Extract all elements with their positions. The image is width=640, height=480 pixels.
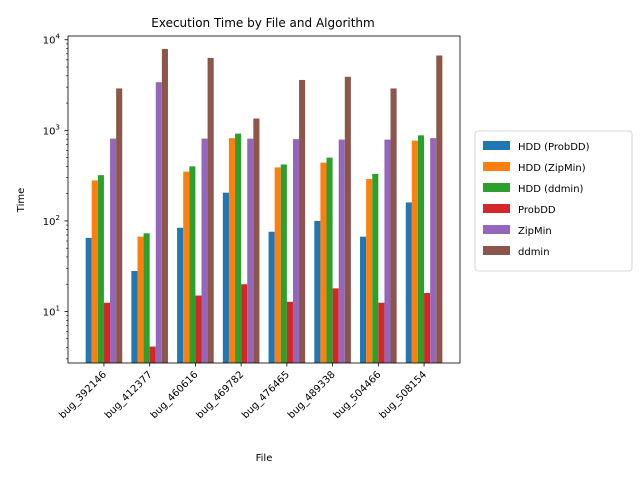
legend-swatch xyxy=(483,204,510,213)
legend: HDD (ProbDD) HDD (ZipMin) HDD (ddmin) ProbD… xyxy=(474,130,633,272)
x-tick-label: bug_508154 xyxy=(377,369,429,421)
bar xyxy=(430,138,437,363)
bar xyxy=(228,138,236,363)
bar xyxy=(137,236,144,363)
y-tick-label: 102 xyxy=(43,214,60,228)
bar xyxy=(384,139,391,363)
legend-swatch xyxy=(483,225,510,234)
bar xyxy=(292,139,300,363)
bar xyxy=(390,88,397,363)
y-tick-label: 104 xyxy=(43,33,61,47)
bar xyxy=(91,180,98,363)
bar xyxy=(378,302,385,363)
x-axis-title: File xyxy=(256,453,273,464)
y-axis-title: Time xyxy=(16,188,27,213)
bar xyxy=(110,138,117,363)
bar xyxy=(116,88,123,363)
bar xyxy=(149,346,156,363)
bar xyxy=(314,220,321,363)
legend-swatch xyxy=(483,162,510,171)
bar xyxy=(177,227,184,363)
legend-frame xyxy=(474,130,633,272)
x-tick-label: bug_504466 xyxy=(332,369,384,421)
bar xyxy=(183,171,190,363)
bar xyxy=(286,301,293,363)
legend-label: HDD (ProbDD) xyxy=(518,142,590,153)
bar xyxy=(161,49,168,363)
bar xyxy=(195,295,202,363)
legend-label: ZipMin xyxy=(518,226,552,237)
bar xyxy=(189,166,196,363)
plot-frame xyxy=(67,35,461,364)
bar xyxy=(241,284,248,363)
bar xyxy=(405,202,412,363)
x-tick-label: bug_489338 xyxy=(286,369,338,421)
bar xyxy=(97,175,104,363)
plot-area xyxy=(68,36,460,363)
bar xyxy=(143,233,150,363)
legend-swatch xyxy=(483,246,510,255)
bar xyxy=(247,138,254,363)
bar xyxy=(207,57,214,363)
y-tick-label: 101 xyxy=(43,304,60,318)
bars-layer xyxy=(85,49,443,364)
x-tick-label: bug_476465 xyxy=(240,369,292,421)
bar xyxy=(268,231,275,363)
legend-swatch xyxy=(483,141,510,150)
y-axis: 101 102 103 104 xyxy=(43,33,68,360)
bar xyxy=(360,236,367,363)
bar xyxy=(326,157,333,363)
legend-swatch xyxy=(483,183,510,192)
bar xyxy=(280,164,287,363)
bar xyxy=(338,139,345,363)
legend-label: ProbDD xyxy=(518,205,556,216)
bar xyxy=(411,140,418,363)
x-tick-label: bug_392146 xyxy=(57,369,109,421)
x-axis: bug_392146bug_412377bug_460616bug_469782… xyxy=(57,363,429,421)
bar xyxy=(366,179,373,363)
bar xyxy=(274,167,281,363)
x-tick-label: bug_460616 xyxy=(149,369,201,421)
legend-label: HDD (ZipMin) xyxy=(518,163,586,174)
bar xyxy=(222,192,229,363)
bar xyxy=(424,293,431,363)
bar xyxy=(253,118,260,363)
bar xyxy=(344,76,351,363)
bar xyxy=(131,270,138,363)
bar xyxy=(417,135,425,363)
x-tick-label: bug_469782 xyxy=(194,369,246,421)
bar xyxy=(235,133,242,363)
bar xyxy=(155,82,162,364)
bar xyxy=(320,162,327,363)
bar xyxy=(85,237,92,363)
x-tick-label: bug_412377 xyxy=(103,369,155,421)
chart-title: Execution Time by File and Algorithm xyxy=(151,16,374,30)
legend-label: HDD (ddmin) xyxy=(518,184,584,195)
legend-label: ddmin xyxy=(518,247,550,258)
bar xyxy=(299,79,306,364)
bar xyxy=(436,55,443,363)
bar xyxy=(103,302,111,363)
bar xyxy=(372,173,379,363)
bar xyxy=(201,138,208,363)
y-tick-label: 103 xyxy=(43,123,60,137)
bar xyxy=(332,288,339,363)
